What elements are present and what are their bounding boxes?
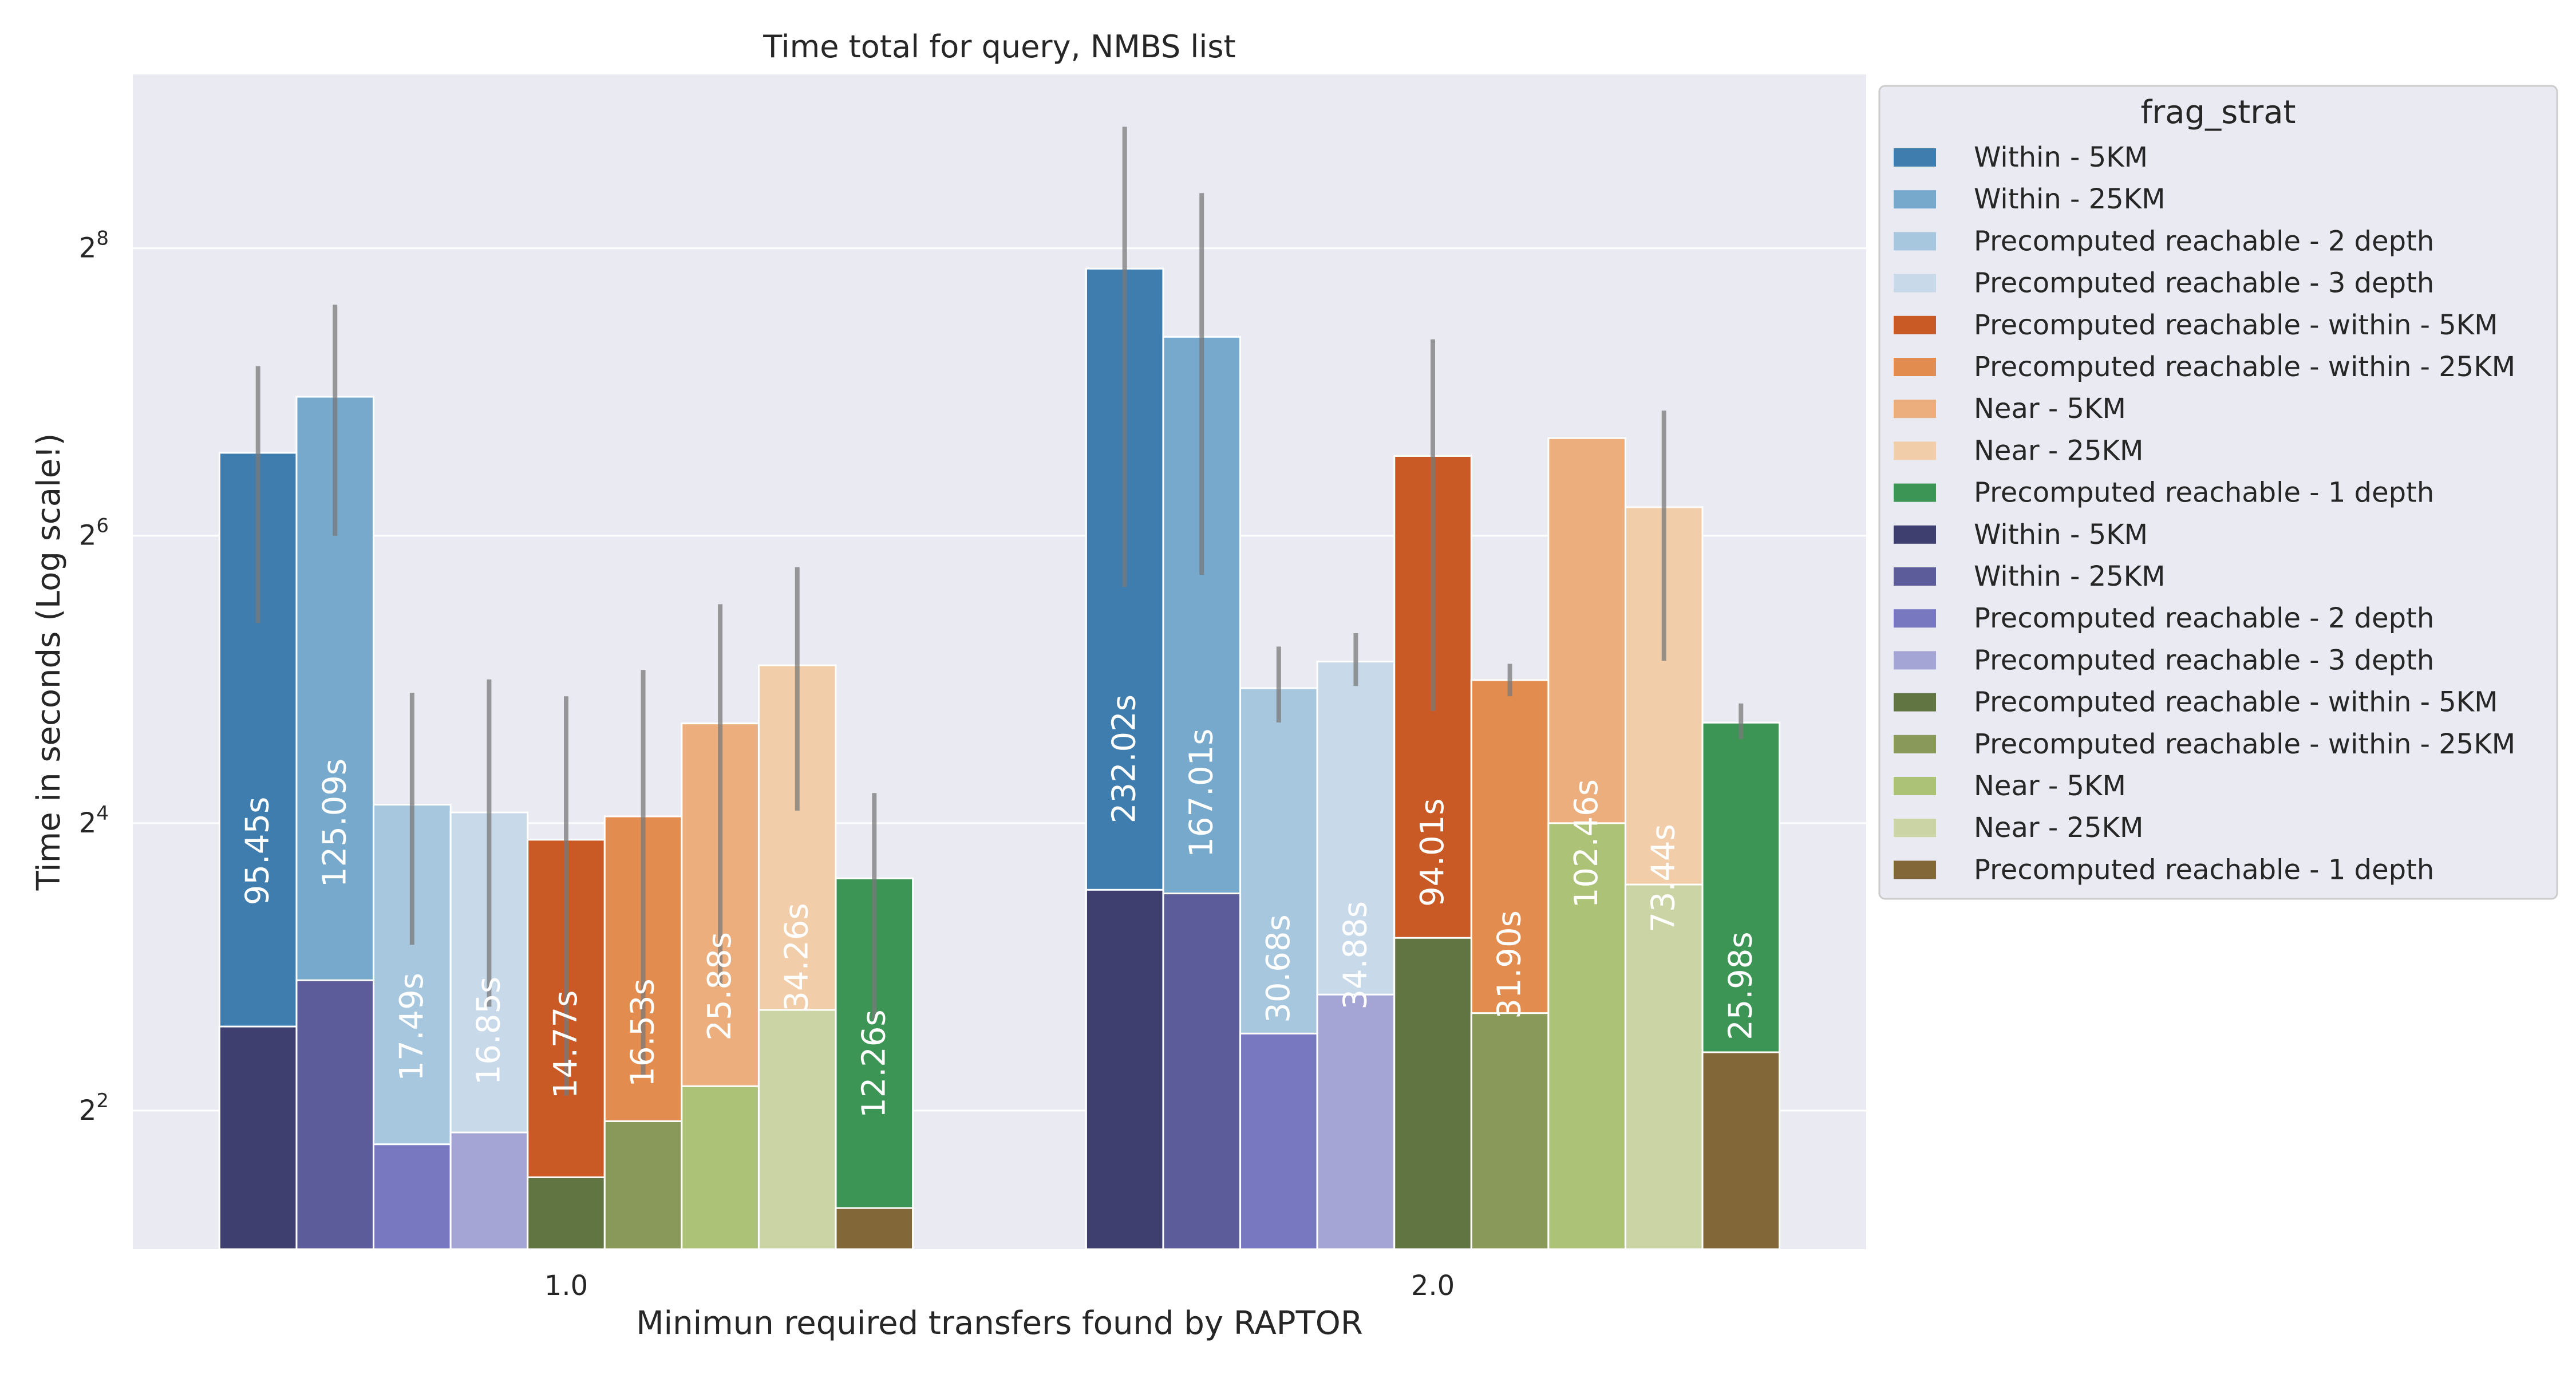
legend-label: Within - 5KM [1974,519,2148,551]
y-tick-label: 26 [79,515,109,552]
y-tick-exponent: 6 [96,515,109,538]
bar-labels: 95.45s 125.09s 17.49s 16.85s 14.77s 16.53s 25.… [239,694,1760,1118]
bar-value-label: 34.88s [1337,901,1374,1010]
bar-value-label: 34.26s [779,903,816,1012]
legend-label: Near - 5KM [1974,393,2126,425]
bar [1393,937,1472,1250]
x-tick-label: 2.0 [1411,1270,1455,1302]
bar [1547,822,1626,1250]
legend-label: Near - 5KM [1974,770,2126,802]
legend-swatch [1894,567,1936,586]
legend-label: Near - 25KM [1974,435,2143,467]
y-tick-base: 2 [79,1095,97,1127]
legend-swatch [1894,315,1936,334]
bar-value-label: 95.45s [239,797,276,906]
legend-swatch [1894,190,1936,209]
bar-value-label: 167.01s [1183,729,1220,858]
x-tick-labels: 1.0 2.0 [544,1270,1455,1302]
y-tick-label: 28 [79,227,109,264]
legend-label: Precomputed reachable - 2 depth [1974,602,2434,634]
bar [835,1207,914,1250]
bar-value-label: 25.88s [701,932,738,1041]
legend-swatch [1894,819,1936,838]
bar [373,1143,452,1250]
legend-swatch [1894,609,1936,628]
bar-value-label: 125.09s [316,759,353,887]
bar-value-label: 31.90s [1491,910,1528,1019]
legend-label: Near - 25KM [1974,812,2143,844]
bar-value-label: 232.02s [1106,694,1143,823]
legend-swatch [1894,400,1936,418]
legend-label: Precomputed reachable - 3 depth [1974,644,2434,676]
y-tick-base: 2 [79,807,97,839]
legend-swatch [1894,651,1936,670]
legend-swatch [1894,441,1936,460]
legend-swatch [1894,483,1936,502]
legend-swatch [1894,525,1936,544]
legend-swatch [1894,735,1936,753]
bar [1624,883,1704,1250]
bar [1162,893,1242,1250]
bar-value-label: 102.46s [1568,779,1605,908]
y-tick-base: 2 [79,232,97,264]
bar [1316,993,1396,1250]
legend-label: Precomputed reachable - within - 25KM [1974,351,2515,383]
legend: frag_strat Within - 5KM Within - 25KM Prec… [1878,85,2558,900]
legend-label: Precomputed reachable - within - 25KM [1974,728,2515,760]
y-axis-label: Time in seconds (Log scale!) [30,433,68,891]
bar-value-label: 94.01s [1414,798,1451,907]
bar [603,1120,683,1250]
legend-label: Within - 5KM [1974,141,2148,173]
y-tick-exponent: 4 [96,802,109,825]
legend-label: Precomputed reachable - 2 depth [1974,225,2434,257]
legend-title: frag_strat [2140,94,2296,131]
legend-swatch [1894,358,1936,376]
bar [681,1085,760,1250]
legend-swatch [1894,860,1936,879]
legend-label: Precomputed reachable - within - 5KM [1974,686,2498,718]
legend-swatch [1894,777,1936,795]
y-tick-exponent: 2 [96,1089,109,1112]
chart-title: Time total for query, NMBS list [762,29,1235,65]
bar-value-label: 25.98s [1722,931,1759,1040]
bar [527,1176,606,1250]
legend-label: Precomputed reachable - within - 5KM [1974,309,2498,341]
legend-label: Within - 25KM [1974,560,2166,593]
bar-value-label: 14.77s [547,990,584,1099]
bar [757,1009,837,1250]
legend-label: Precomputed reachable - 1 depth [1974,477,2434,509]
error-bars [255,127,1744,1096]
bar-value-label: 30.68s [1260,914,1297,1023]
legend-swatch [1894,232,1936,251]
y-tick-base: 2 [79,520,97,552]
legend-label: Precomputed reachable - 1 depth [1974,854,2434,886]
bar-value-label: 16.85s [470,977,507,1085]
bar [218,1025,298,1250]
y-tick-exponent: 8 [96,227,109,250]
y-tick-label: 22 [79,1089,109,1127]
bar-value-label: 16.53s [625,978,662,1087]
legend-swatch [1894,148,1936,167]
bar-value-label: 12.26s [855,1009,892,1118]
bar [295,979,375,1250]
x-axis-label: Minimun required transfers found by RAPT… [636,1305,1363,1342]
bar [449,1131,529,1250]
legend-label: Precomputed reachable - 3 depth [1974,267,2434,299]
legend-swatch [1894,274,1936,293]
bar [1470,1012,1550,1250]
legend-items: Within - 5KM Within - 25KM Precomputed rea… [1894,141,2515,886]
bar-value-label: 73.44s [1645,824,1682,933]
legend-label: Within - 25KM [1974,183,2166,215]
bars [218,267,1781,1250]
bar-value-label: 17.49s [393,973,430,1081]
x-tick-label: 1.0 [544,1270,588,1302]
bar [1239,1032,1318,1250]
y-tick-label: 24 [79,802,109,839]
bar [1085,889,1164,1250]
legend-swatch [1894,693,1936,712]
legend-box [1878,85,2558,900]
bar [1701,1051,1781,1250]
